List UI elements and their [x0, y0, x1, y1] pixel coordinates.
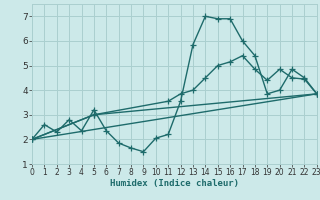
X-axis label: Humidex (Indice chaleur): Humidex (Indice chaleur) — [110, 179, 239, 188]
